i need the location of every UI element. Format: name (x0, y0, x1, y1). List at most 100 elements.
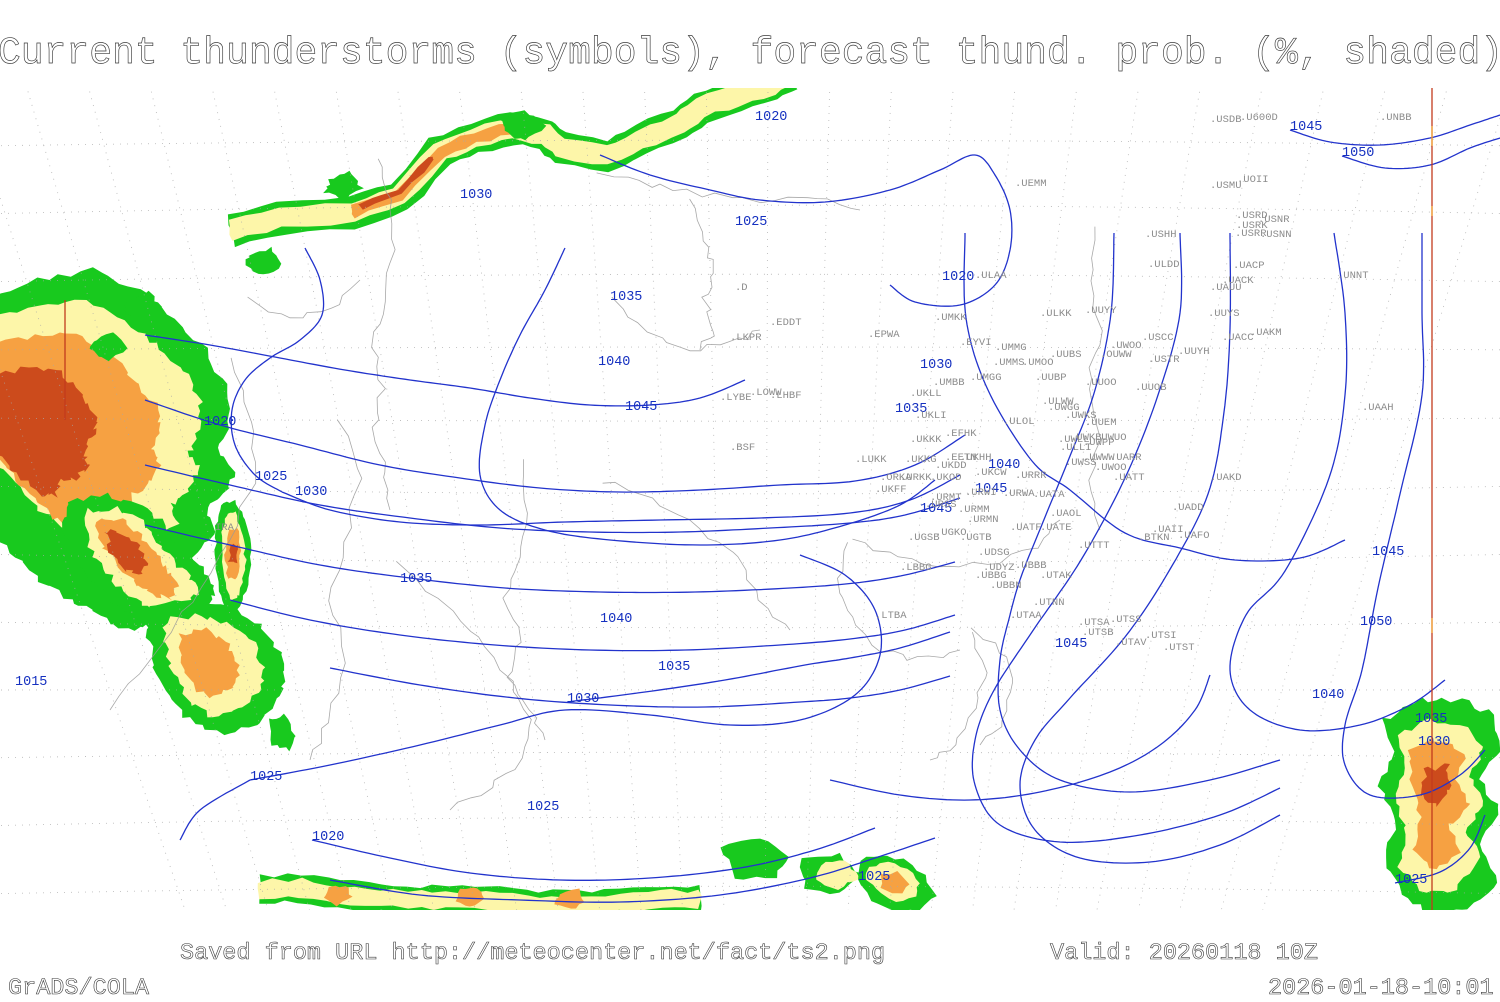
svg-text:.UKLL: .UKLL (910, 388, 942, 400)
svg-text:.UAKM: .UAKM (1250, 327, 1282, 339)
svg-text:.UMKK: .UMKK (935, 312, 967, 324)
svg-text:.UAUU: .UAUU (1210, 282, 1242, 294)
svg-text:.UTTT: .UTTT (1078, 540, 1110, 552)
svg-text:1020: 1020 (755, 110, 787, 125)
svg-text:.U600D: .U600D (1240, 112, 1278, 124)
svg-text:.UAAH: .UAAH (1362, 402, 1394, 414)
svg-text:.UKFF: .UKFF (875, 484, 907, 496)
svg-text:.UTST: .UTST (1163, 642, 1195, 654)
svg-text:.UTAK: .UTAK (1040, 570, 1072, 582)
svg-text:.USDB: .USDB (1210, 114, 1242, 126)
svg-text:.UKKG: .UKKG (905, 454, 937, 466)
svg-text:.USHH: .USHH (1145, 229, 1177, 241)
svg-text:1015: 1015 (15, 675, 47, 690)
svg-text:1025: 1025 (527, 800, 559, 815)
svg-text:.UMMG: .UMMG (995, 342, 1027, 354)
svg-text:1035: 1035 (400, 572, 432, 587)
svg-text:.UKCW: .UKCW (975, 467, 1007, 479)
svg-text:.USTR: .USTR (1148, 354, 1180, 366)
svg-text:.UADD: .UADD (1172, 502, 1204, 514)
svg-text:1040: 1040 (600, 612, 632, 627)
svg-text:.UKOD: .UKOD (930, 472, 962, 484)
svg-text:.UKHH: .UKHH (960, 452, 992, 464)
svg-text:.UUBS: .UUBS (1050, 349, 1082, 361)
svg-text:.UUYH: .UUYH (1178, 346, 1210, 358)
svg-text:.UUOB: .UUOB (1135, 382, 1167, 394)
svg-text:1030: 1030 (460, 188, 492, 203)
svg-text:.UWSS: .UWSS (1065, 457, 1097, 469)
svg-text:.D: .D (735, 282, 748, 294)
svg-text:.UEMM: .UEMM (1015, 178, 1047, 190)
svg-text:1020: 1020 (942, 270, 974, 285)
svg-text:.UMGG: .UMGG (970, 372, 1002, 384)
svg-text:.UDSG: .UDSG (978, 547, 1010, 559)
svg-text:1050: 1050 (1342, 146, 1374, 161)
svg-text:1030: 1030 (567, 692, 599, 707)
svg-text:1035: 1035 (1415, 712, 1447, 727)
svg-text:.LYBE: .LYBE (720, 392, 752, 404)
svg-text:1025: 1025 (1395, 873, 1427, 888)
svg-text:1045: 1045 (1055, 637, 1087, 652)
svg-text:1040: 1040 (1312, 688, 1344, 703)
svg-text:1030: 1030 (920, 358, 952, 373)
svg-text:.UACP: .UACP (1233, 260, 1265, 272)
svg-text:.UKKK: .UKKK (910, 434, 942, 446)
svg-text:.UUYY: .UUYY (1085, 305, 1117, 317)
svg-text:.USNN: .USNN (1260, 229, 1292, 241)
svg-text:IRA: IRA (215, 522, 235, 534)
svg-text:.EFHK: .EFHK (945, 428, 977, 440)
svg-text:1025: 1025 (735, 215, 767, 230)
svg-text:.UATF: .UATF (1010, 522, 1042, 534)
svg-text:1025: 1025 (858, 870, 890, 885)
svg-text:.ULDD: .ULDD (1148, 259, 1180, 271)
svg-text:.ULOL: .ULOL (1003, 416, 1035, 428)
svg-text:.UTSS: .UTSS (1110, 614, 1142, 626)
svg-text:.URKK: .URKK (900, 472, 932, 484)
svg-text:.USCC: .USCC (1142, 332, 1174, 344)
svg-text:1025: 1025 (255, 470, 287, 485)
svg-text:.UTAA: .UTAA (1010, 610, 1042, 622)
svg-text:1045: 1045 (1372, 545, 1404, 560)
svg-text:.UWKS: .UWKS (1065, 410, 1097, 422)
svg-text:.UATA: .UATA (1033, 489, 1065, 501)
svg-text:.UKLI: .UKLI (915, 410, 947, 422)
svg-text:.UTSB: .UTSB (1082, 627, 1114, 639)
svg-text:.UMMS: .UMMS (993, 357, 1025, 369)
svg-text:.UAOL: .UAOL (1050, 508, 1082, 520)
svg-text:1045: 1045 (625, 400, 657, 415)
svg-text:.UWUO: .UWUO (1095, 432, 1127, 444)
svg-text:.LBBG: .LBBG (900, 562, 932, 574)
svg-text:1025: 1025 (250, 770, 282, 785)
svg-text:.LKPR: .LKPR (730, 332, 762, 344)
svg-text:.URRR: .URRR (1015, 470, 1047, 482)
svg-text:.LHBF: .LHBF (770, 390, 802, 402)
svg-text:.ULAA: .ULAA (975, 270, 1007, 282)
svg-text:.UATE: .UATE (1040, 522, 1072, 534)
svg-text:.LTBA: .LTBA (875, 610, 907, 622)
svg-text:.URWI: .URWI (965, 487, 997, 499)
svg-text:.EPWA: .EPWA (868, 329, 900, 341)
svg-text:1035: 1035 (610, 290, 642, 305)
svg-text:1035: 1035 (658, 660, 690, 675)
svg-text:.UMOO: .UMOO (1022, 357, 1054, 369)
svg-text:.UUBP: .UUBP (1035, 372, 1067, 384)
svg-text:.URMN: .URMN (967, 514, 999, 526)
svg-text:.EDDT: .EDDT (770, 317, 802, 329)
svg-text:.UGTB: .UGTB (960, 532, 992, 544)
svg-text:1040: 1040 (598, 355, 630, 370)
svg-text:.UTNN: .UTNN (1033, 597, 1065, 609)
svg-text:.OUWW: .OUWW (1100, 349, 1132, 361)
svg-text:.UATT: .UATT (1113, 472, 1145, 484)
svg-text:.UBBN: .UBBN (990, 580, 1022, 592)
svg-text:.ULKK: .ULKK (1040, 308, 1072, 320)
svg-text:.UMBB: .UMBB (933, 377, 965, 389)
svg-text:.UNNT: .UNNT (1337, 270, 1369, 282)
svg-text:.UAKD: .UAKD (1210, 472, 1242, 484)
svg-text:1050: 1050 (1360, 615, 1392, 630)
svg-text:.LUKK: .LUKK (855, 454, 887, 466)
svg-text:.UACC: .UACC (1222, 332, 1254, 344)
svg-text:1030: 1030 (295, 485, 327, 500)
svg-text:.URWA: .URWA (1003, 488, 1035, 500)
svg-text:1045: 1045 (1290, 120, 1322, 135)
svg-text:.UTAV: .UTAV (1115, 637, 1147, 649)
